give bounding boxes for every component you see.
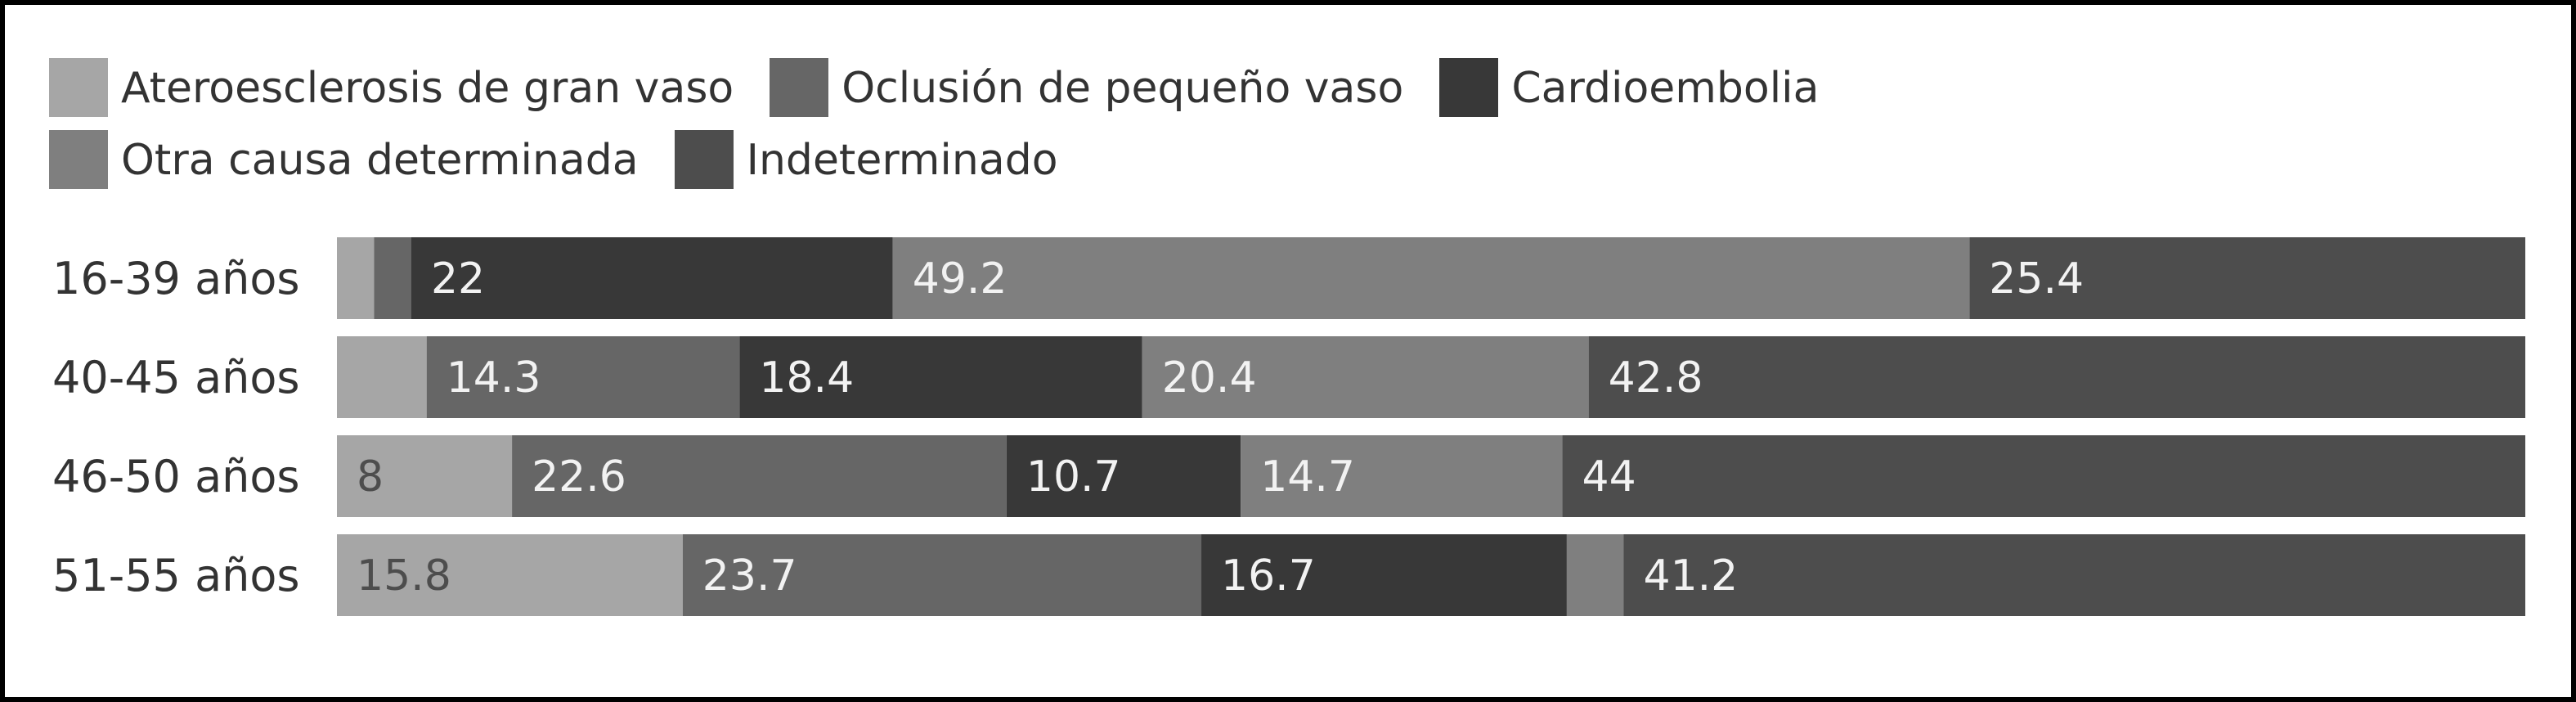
legend-label: Otra causa determinada — [121, 136, 639, 185]
data-label: 18.4 — [759, 353, 854, 403]
data-label: 14.7 — [1260, 452, 1355, 502]
bar-segment[interactable] — [426, 336, 740, 418]
legend-swatch — [1439, 58, 1499, 117]
bar-segment[interactable] — [512, 435, 1007, 517]
data-label: 15.8 — [357, 551, 451, 601]
legend-swatch — [674, 130, 734, 189]
bar-segment[interactable] — [1142, 336, 1589, 418]
data-label: 25.4 — [1989, 254, 2084, 304]
bar-segment[interactable] — [1566, 534, 1624, 616]
bar-segment[interactable] — [1241, 435, 1563, 517]
bar-segment[interactable] — [337, 435, 513, 517]
legend-swatch — [49, 58, 108, 117]
legend-swatch — [770, 58, 829, 117]
legend-label: Oclusión de pequeño vaso — [841, 64, 1404, 113]
category-label: 46-50 años — [52, 451, 300, 502]
category-label: 16-39 años — [52, 253, 300, 304]
legend-item[interactable]: Ateroesclerosis de gran vaso — [49, 52, 734, 124]
data-label: 14.3 — [447, 353, 541, 403]
data-label: 44 — [1582, 452, 1636, 502]
legend-item[interactable]: Otra causa determinada — [49, 124, 639, 196]
bar-segment[interactable] — [892, 237, 1970, 319]
data-label: 41.2 — [1643, 551, 1738, 601]
data-label: 22.6 — [532, 452, 626, 502]
legend-label: Ateroesclerosis de gran vaso — [121, 64, 734, 113]
bar-segment[interactable] — [374, 237, 411, 319]
data-label: 10.7 — [1026, 452, 1121, 502]
data-label: 49.2 — [913, 254, 1008, 304]
data-label: 42.8 — [1609, 353, 1703, 403]
bar-segment[interactable] — [1623, 534, 2525, 616]
bar-segment[interactable] — [411, 237, 893, 319]
legend-label: Indeterminado — [746, 136, 1058, 185]
legend-item[interactable]: Indeterminado — [674, 124, 1058, 196]
bar-segment[interactable] — [1201, 534, 1567, 616]
data-label: 23.7 — [702, 551, 797, 601]
legend-label: Cardioembolia — [1511, 64, 1820, 113]
bar-segment[interactable] — [739, 336, 1142, 418]
legend-swatch — [49, 130, 108, 189]
data-label: 8 — [357, 452, 384, 502]
data-label: 20.4 — [1162, 353, 1257, 403]
bar-segment[interactable] — [337, 336, 427, 418]
legend: Ateroesclerosis de gran vaso Oclusión de … — [49, 52, 2257, 196]
legend-item[interactable]: Oclusión de pequeño vaso — [770, 52, 1403, 124]
bar-segment[interactable] — [1588, 336, 2525, 418]
bar-segment[interactable] — [1006, 435, 1241, 517]
data-label: 16.7 — [1221, 551, 1316, 601]
data-label: 22 — [431, 254, 485, 304]
category-label: 40-45 años — [52, 352, 300, 403]
bar-segment[interactable] — [682, 534, 1202, 616]
bar-segment[interactable] — [1969, 237, 2525, 319]
bar-segment[interactable] — [1562, 435, 2525, 517]
category-label: 51-55 años — [52, 550, 300, 601]
legend-item[interactable]: Cardioembolia — [1439, 52, 1819, 124]
stacked-bar-chart: 16-39 años 22 49.2 25.4 40-45 años 14.3 18.4 20… — [52, 237, 2525, 616]
bar-segment[interactable] — [337, 534, 683, 616]
bar-segment[interactable] — [337, 237, 375, 319]
